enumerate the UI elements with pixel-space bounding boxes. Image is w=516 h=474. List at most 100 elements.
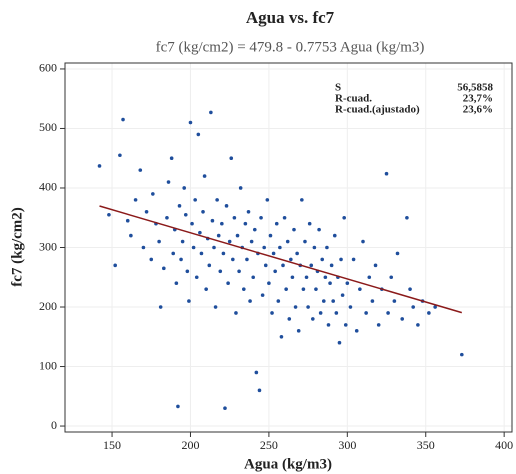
- point: [337, 340, 342, 345]
- point: [282, 215, 287, 220]
- stat-label: R-cuad.(ajustado): [335, 104, 420, 116]
- point: [242, 287, 246, 291]
- point: [248, 299, 252, 303]
- point: [193, 198, 197, 202]
- point: [323, 275, 328, 280]
- y-tick-label: 0: [51, 418, 57, 432]
- point: [339, 257, 343, 262]
- point: [234, 311, 238, 315]
- point: [427, 311, 431, 315]
- point: [174, 281, 179, 286]
- point: [209, 110, 213, 115]
- point: [460, 352, 464, 357]
- point: [328, 281, 332, 286]
- point: [252, 227, 257, 232]
- point: [285, 239, 290, 244]
- point: [166, 180, 171, 184]
- point: [351, 257, 356, 262]
- point: [97, 164, 102, 168]
- stat-value: 23,7%: [463, 93, 493, 105]
- point: [271, 251, 276, 256]
- point: [229, 156, 234, 161]
- point: [270, 311, 274, 315]
- x-axis-label: Agua (kg/m3): [244, 456, 332, 472]
- point: [177, 204, 182, 208]
- point: [125, 218, 130, 223]
- point: [121, 117, 125, 122]
- point: [321, 299, 326, 303]
- point: [314, 287, 318, 291]
- point: [262, 245, 266, 250]
- x-tick-label: 400: [495, 438, 513, 452]
- point: [320, 257, 325, 262]
- point: [188, 120, 193, 125]
- point: [317, 227, 321, 232]
- point: [245, 257, 249, 262]
- point: [329, 263, 334, 268]
- point: [281, 263, 285, 268]
- point: [190, 221, 194, 226]
- x-tick-label: 350: [417, 438, 435, 452]
- point: [215, 198, 219, 202]
- point: [237, 269, 241, 274]
- point: [251, 275, 256, 280]
- point: [210, 218, 215, 223]
- point: [318, 311, 323, 315]
- point: [259, 215, 263, 220]
- point: [191, 245, 196, 250]
- y-tick-label: 100: [39, 358, 57, 372]
- point: [138, 168, 143, 172]
- point: [194, 275, 199, 280]
- stat-label: R-cuad.: [335, 93, 372, 105]
- point: [301, 287, 306, 291]
- point: [386, 311, 390, 315]
- point: [158, 305, 163, 309]
- point: [325, 245, 329, 250]
- point: [151, 192, 155, 196]
- point: [223, 406, 227, 410]
- point: [246, 209, 251, 214]
- x-tick-label: 300: [338, 438, 356, 452]
- plot-frame: [64, 62, 513, 433]
- point: [198, 230, 202, 235]
- point: [224, 204, 229, 208]
- x-tick-label: 200: [181, 438, 199, 452]
- point: [118, 153, 122, 158]
- point: [364, 311, 368, 315]
- point: [231, 257, 235, 262]
- point: [345, 281, 350, 286]
- point: [171, 251, 176, 256]
- point: [187, 299, 191, 303]
- point: [162, 266, 166, 271]
- point: [182, 186, 186, 190]
- point: [107, 212, 111, 217]
- point: [389, 275, 394, 280]
- point: [180, 239, 185, 244]
- point: [416, 323, 420, 327]
- point: [295, 251, 299, 256]
- point: [260, 293, 265, 297]
- point: [196, 132, 201, 137]
- x-tick-label: 150: [103, 438, 121, 452]
- point: [207, 263, 212, 268]
- point: [221, 251, 226, 256]
- point: [226, 281, 230, 286]
- fit-line: [99, 205, 463, 314]
- point: [331, 299, 336, 303]
- point: [287, 317, 292, 321]
- point: [278, 245, 282, 250]
- y-tick-label: 600: [39, 61, 57, 75]
- stat-value: 56,5858: [457, 82, 493, 94]
- point: [405, 215, 409, 220]
- point: [408, 287, 412, 291]
- point: [220, 221, 224, 226]
- point: [303, 239, 307, 244]
- point: [332, 233, 337, 238]
- y-tick-label: 500: [39, 120, 57, 134]
- point: [218, 269, 223, 274]
- point: [265, 198, 270, 202]
- point: [400, 317, 405, 321]
- point: [292, 227, 296, 232]
- point: [411, 305, 415, 309]
